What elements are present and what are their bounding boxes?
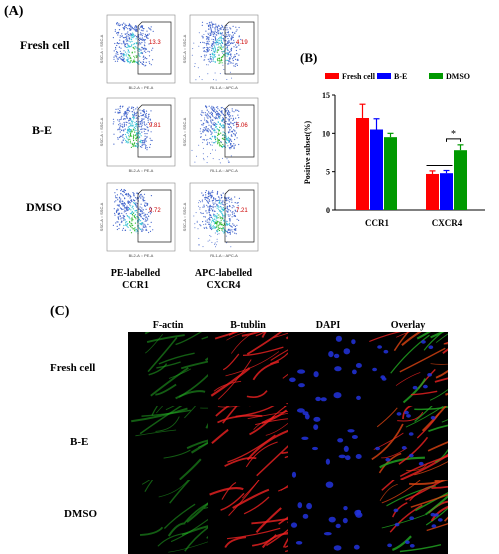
bar: [440, 173, 453, 210]
y-tick-label: 15: [322, 91, 330, 100]
micro-row-label-be: B-E: [70, 436, 89, 448]
flow-y-axis-label: SSC-A :: SSC-A: [99, 34, 104, 63]
bar: [370, 129, 383, 210]
gate-percentage: 9.81: [149, 123, 161, 129]
flow-x-axis-label: BL2-A :: PE-A: [129, 253, 154, 258]
panel-a-row-label-be: B-E: [32, 123, 53, 137]
bar-chart: Fresh cell B-E DMSO 0 5 10 15 Positive subset(%…: [303, 72, 485, 228]
flow-x-axis-label: RL1-A :: APC-A: [210, 85, 238, 90]
gate-percentage: 9.72: [149, 208, 161, 214]
micro-image-svg: [128, 480, 208, 554]
micro-image-btublin: [208, 406, 288, 480]
micro-image-dapi: [288, 406, 368, 480]
flow-x-axis-label: BL2-A :: PE-A: [129, 85, 154, 90]
micro-image-dapi: [288, 480, 368, 554]
flow-col-label-pe-line1: PE-labelled: [110, 268, 161, 279]
micro-image-svg: [288, 480, 368, 554]
micro-image-svg: [368, 332, 448, 406]
flow-y-axis-label: SSC-A :: SSC-A: [182, 202, 187, 231]
micro-head-btublin: B-tublin: [230, 320, 266, 331]
micro-image-dapi: [288, 332, 368, 406]
panel-b-letter: (B): [300, 50, 318, 65]
micro-image-svg: [128, 406, 208, 480]
flow-y-axis-label: SSC-A :: SSC-A: [99, 117, 104, 146]
bar: [426, 173, 439, 210]
micro-row-label-dmso: DMSO: [64, 508, 97, 520]
legend-swatch: [377, 73, 391, 79]
gate-percentage: 7.21: [236, 208, 248, 214]
gate-percentage: 13.3: [149, 40, 161, 46]
gate-percentage: 4.19: [236, 40, 248, 46]
flow-x-axis-label: RL1-A :: APC-A: [210, 253, 238, 258]
panel-a-row-label-dmso: DMSO: [26, 200, 62, 214]
micro-image-svg: [288, 332, 368, 406]
micro-image-svg: [128, 332, 208, 406]
flow-col-label-apc-line2: CXCR4: [206, 280, 241, 291]
micro-image-svg: [368, 480, 448, 554]
flow-col-label-apc-line1: APC-labelled: [194, 268, 253, 279]
micro-image-factin: [128, 332, 208, 406]
panel-a-row-label-fresh: Fresh cell: [20, 38, 70, 52]
legend-swatch: [429, 73, 443, 79]
flow-x-axis-label: BL2-A :: PE-A: [129, 168, 154, 173]
bar: [454, 150, 467, 210]
micro-image-svg: [208, 480, 288, 554]
y-tick-label: 5: [326, 168, 330, 177]
significance-bracket: [446, 138, 461, 142]
y-tick-label: 0: [326, 206, 330, 215]
micro-image-overlay: [368, 480, 448, 554]
gate-percentage: 5.06: [236, 123, 248, 129]
x-category-label: CXCR4: [432, 218, 463, 228]
legend-label: B-E: [394, 72, 407, 81]
legend-label: DMSO: [446, 72, 470, 81]
micro-image-svg: [208, 406, 288, 480]
micro-image-svg: [288, 406, 368, 480]
flow-col-label-pe: PE-labelled CCR1: [93, 268, 178, 292]
micro-image-btublin: [208, 332, 288, 406]
micro-image-svg: [368, 406, 448, 480]
legend-label: Fresh cell: [342, 72, 376, 81]
micro-image-factin: [128, 480, 208, 554]
micro-head-dapi: DAPI: [315, 320, 341, 331]
y-axis-title: Positive subset(%): [303, 121, 312, 185]
micro-image-svg: [208, 332, 288, 406]
micro-image-btublin: [208, 480, 288, 554]
y-tick-label: 10: [322, 129, 330, 138]
flow-col-label-apc: APC-labelled CXCR4: [176, 268, 271, 292]
micro-head-factin: F-actin: [152, 320, 184, 331]
micro-head-overlay: Overlay: [390, 320, 426, 331]
micro-image-factin: [128, 406, 208, 480]
legend-swatch: [325, 73, 339, 79]
bar: [384, 137, 397, 210]
x-category-label: CCR1: [365, 218, 389, 228]
micro-row-label-fresh: Fresh cell: [50, 362, 96, 374]
flow-y-axis-label: SSC-A :: SSC-A: [182, 34, 187, 63]
flow-y-axis-label: SSC-A :: SSC-A: [182, 117, 187, 146]
micro-image-overlay: [368, 332, 448, 406]
micro-image-overlay: [368, 406, 448, 480]
panel-c-letter: (C): [50, 304, 70, 319]
flow-col-label-pe-line2: CCR1: [122, 280, 149, 291]
panel-a-letter: (A): [4, 4, 24, 19]
flow-x-axis-label: RL1-A :: APC-A: [210, 168, 238, 173]
flow-y-axis-label: SSC-A :: SSC-A: [99, 202, 104, 231]
bar: [356, 118, 369, 210]
significance-star: *: [451, 129, 456, 140]
